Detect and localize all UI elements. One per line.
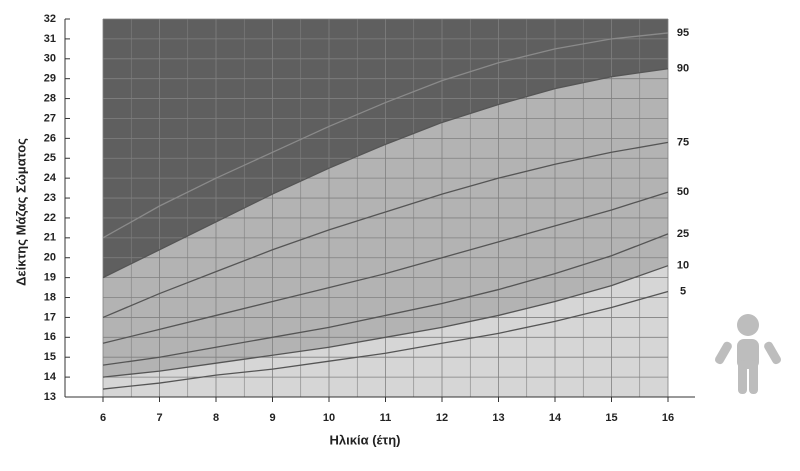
lines: 5 10 25 50 75 90 95	[102, 27, 689, 390]
legend-label: 95	[677, 27, 689, 39]
y-tick-label: 18	[44, 291, 56, 303]
legend-label: 90	[677, 63, 689, 75]
y-tick-label: 26	[44, 132, 56, 144]
percentile-line	[102, 32, 669, 239]
percentile-line	[102, 191, 669, 344]
y-tick-label: 17	[44, 311, 56, 323]
y-tick-label: 27	[44, 112, 56, 124]
grid: 13 14 15 16 17 18 19 20 21 22 23 24 25 26 27 28 29 30 31 32…	[44, 13, 674, 424]
legend-label: 5	[680, 285, 686, 297]
legend-label: 10	[677, 260, 689, 272]
y-tick-label: 30	[44, 53, 56, 65]
x-tick-label: 8	[213, 412, 219, 424]
person-icon	[714, 314, 782, 394]
y-tick-label: 16	[44, 331, 56, 343]
y-tick-label: 32	[44, 13, 56, 25]
y-tick-label: 24	[44, 172, 57, 184]
legend-label: 50	[677, 186, 689, 198]
percentile-line	[102, 265, 669, 378]
y-tick-label: 25	[44, 152, 56, 164]
y-tick-label: 29	[44, 73, 56, 85]
percentile-line	[102, 68, 669, 279]
y-tick-label: 20	[44, 252, 56, 264]
y-tick-label: 21	[44, 232, 56, 244]
x-tick-label: 9	[269, 412, 275, 424]
y-tick-label: 31	[44, 33, 56, 45]
percentile-line	[102, 290, 669, 390]
x-tick-label: 7	[156, 412, 162, 424]
percentile-line	[102, 233, 669, 366]
y-tick-label: 23	[44, 192, 56, 204]
y-tick-label: 15	[44, 351, 56, 363]
x-tick-label: 14	[549, 412, 562, 424]
y-tick-label: 13	[44, 391, 56, 403]
x-tick-label: 11	[380, 412, 392, 424]
y-tick-label: 14	[44, 371, 57, 383]
y-tick-label: 19	[44, 272, 56, 284]
x-tick-label: 12	[436, 412, 448, 424]
x-tick-label: 10	[323, 412, 335, 424]
legend-label: 25	[677, 228, 689, 240]
x-axis-title: Ηλικία (έτη)	[330, 432, 401, 447]
x-tick-label: 6	[100, 412, 106, 424]
legend-label: 75	[677, 136, 689, 148]
x-tick-label: 15	[605, 412, 617, 424]
x-tick-label: 13	[492, 412, 504, 424]
y-axis-title: Δείκτης Μάζας Σώματος	[13, 138, 28, 286]
y-tick-label: 22	[44, 212, 56, 224]
x-tick-label: 16	[662, 412, 674, 424]
y-tick-label: 28	[44, 92, 56, 104]
percentile-line	[102, 141, 669, 319]
